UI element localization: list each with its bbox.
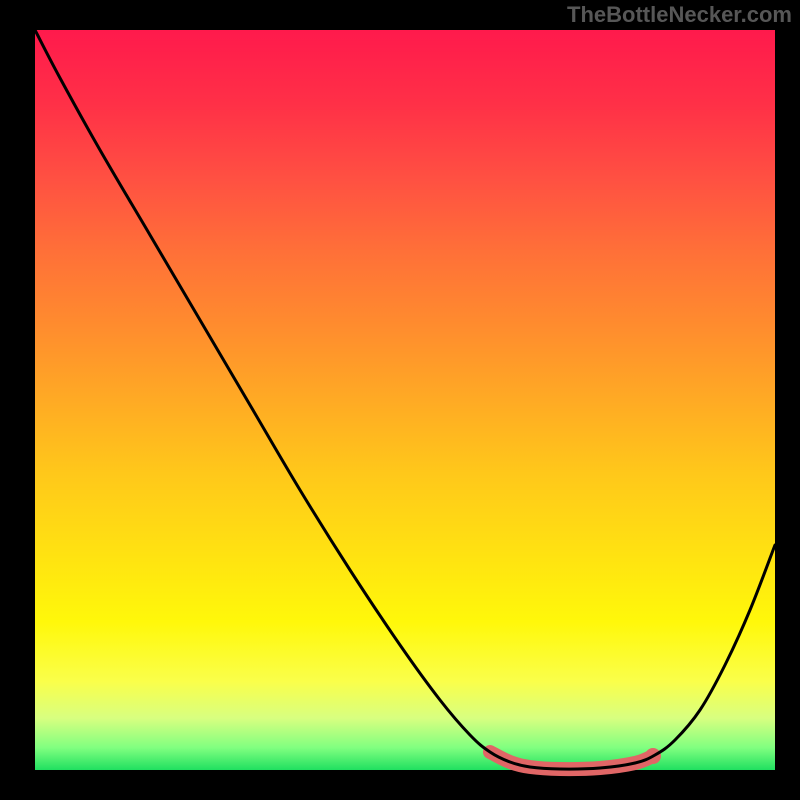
gradient-background bbox=[35, 30, 775, 770]
bottleneck-chart bbox=[0, 0, 800, 800]
watermark-text: TheBottleNecker.com bbox=[567, 2, 792, 28]
chart-container: { "watermark": "TheBottleNecker.com", "c… bbox=[0, 0, 800, 800]
